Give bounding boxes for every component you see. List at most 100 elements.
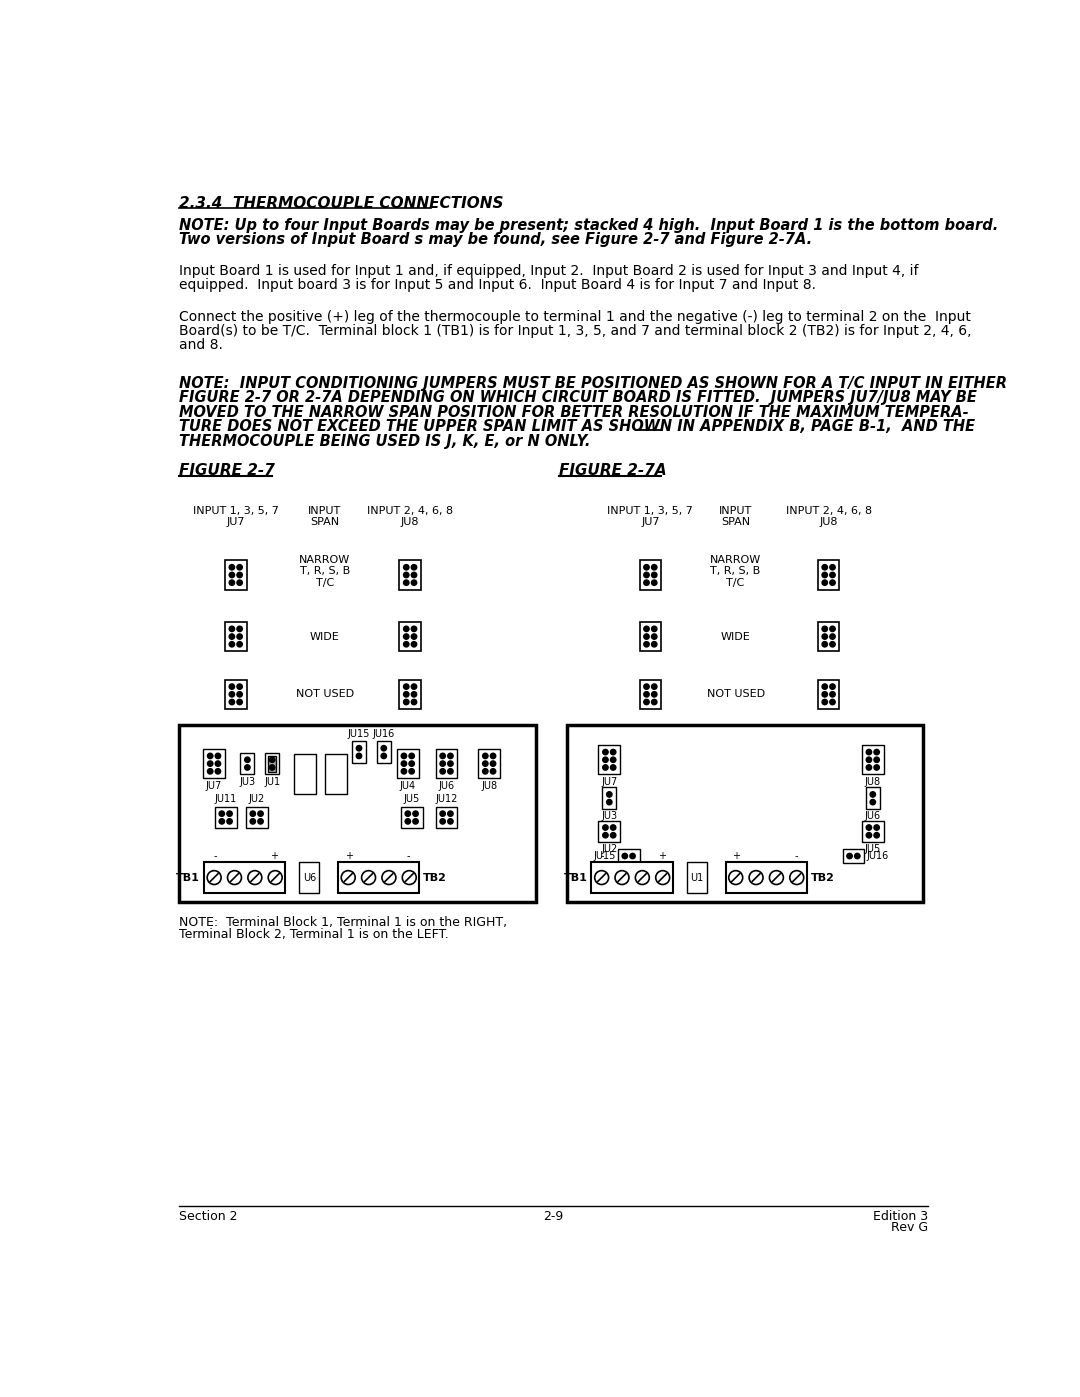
Text: U6: U6 [302,873,316,883]
Text: JU2: JU2 [602,844,618,855]
Text: JU16: JU16 [373,729,395,739]
Bar [866,788,880,809]
Circle shape [829,580,835,585]
Circle shape [229,573,234,578]
Text: WIDE: WIDE [310,631,340,641]
Bar [352,742,366,763]
Circle shape [854,854,860,859]
Circle shape [219,812,225,816]
Text: -: - [794,851,798,861]
Circle shape [644,641,649,647]
Circle shape [874,833,879,838]
Bar [726,862,807,893]
Text: MOVED TO THE NARROW SPAN POSITION FOR BETTER RESOLUTION IF THE MAXIMUM TEMPERA-: MOVED TO THE NARROW SPAN POSITION FOR BE… [179,405,969,420]
Text: FIGURE 2-7 OR 2-7A DEPENDING ON WHICH CIRCUIT BOARD IS FITTED.  JUMPERS JU7/JU8 : FIGURE 2-7 OR 2-7A DEPENDING ON WHICH CI… [179,390,977,405]
Circle shape [401,761,407,767]
Bar [618,849,639,863]
Circle shape [440,768,445,774]
Bar [592,862,673,893]
Circle shape [440,761,445,767]
Text: JU6: JU6 [438,781,455,791]
Text: INPUT 1, 3, 5, 7
JU7: INPUT 1, 3, 5, 7 JU7 [193,506,279,527]
Circle shape [405,819,410,824]
Bar [435,749,458,778]
Bar [639,622,661,651]
Circle shape [237,692,242,697]
Bar [215,806,237,828]
Bar [478,749,500,778]
Circle shape [822,580,827,585]
Circle shape [411,641,417,647]
Circle shape [483,768,488,774]
Circle shape [404,626,409,631]
Circle shape [829,634,835,640]
Circle shape [656,870,670,884]
Text: +: + [270,851,279,861]
Circle shape [829,626,835,631]
Circle shape [401,753,407,759]
Text: JU15: JU15 [593,851,616,861]
Circle shape [251,819,256,824]
Circle shape [404,573,409,578]
Circle shape [237,700,242,704]
Circle shape [258,819,264,824]
Circle shape [448,753,454,759]
Text: TB1: TB1 [564,873,588,883]
Circle shape [215,761,220,767]
Circle shape [822,685,827,689]
Circle shape [448,768,454,774]
Text: TURE DOES NOT EXCEED THE UPPER SPAN LIMIT AS SHOWN IN APPENDIX B, PAGE B-1,  AND: TURE DOES NOT EXCEED THE UPPER SPAN LIMI… [179,419,975,434]
Text: JU3: JU3 [602,812,618,821]
Circle shape [237,580,242,585]
Bar [299,862,320,893]
Circle shape [610,764,616,770]
Circle shape [651,626,657,631]
Circle shape [644,564,649,570]
Bar [567,725,923,902]
Text: Connect the positive (+) leg of the thermocouple to terminal 1 and the negative : Connect the positive (+) leg of the ther… [179,310,971,324]
Circle shape [822,641,827,647]
Bar [179,725,536,902]
Circle shape [440,753,445,759]
Text: NOTE:  INPUT CONDITIONING JUMPERS MUST BE POSITIONED AS SHOWN FOR A T/C INPUT IN: NOTE: INPUT CONDITIONING JUMPERS MUST BE… [179,376,1008,391]
Circle shape [490,768,496,774]
Circle shape [822,564,827,570]
Bar [397,749,419,778]
Circle shape [411,580,417,585]
Text: JU8: JU8 [865,777,881,787]
Circle shape [874,749,879,754]
Text: NARROW
T, R, S, B
T/C: NARROW T, R, S, B T/C [299,555,351,588]
Circle shape [822,634,827,640]
Circle shape [409,753,415,759]
Circle shape [404,580,409,585]
Circle shape [215,753,220,759]
Circle shape [644,700,649,704]
Text: TB2: TB2 [423,873,447,883]
Text: JU15: JU15 [348,729,370,739]
Bar [598,745,620,774]
Text: +: + [345,851,353,861]
Text: JU2: JU2 [248,795,265,805]
Circle shape [258,812,264,816]
Circle shape [644,626,649,631]
Circle shape [651,641,657,647]
Circle shape [644,692,649,697]
Bar [266,753,279,774]
Circle shape [644,634,649,640]
Circle shape [404,641,409,647]
Text: NOTE:  Terminal Block 1, Terminal 1 is on the RIGHT,: NOTE: Terminal Block 1, Terminal 1 is on… [179,916,508,929]
Text: WIDE: WIDE [720,631,751,641]
Circle shape [207,768,213,774]
Circle shape [237,634,242,640]
Circle shape [440,812,445,816]
Text: Two versions of Input Board s may be found, see Figure 2-7 and Figure 2-7A.: Two versions of Input Board s may be fou… [179,232,812,247]
Circle shape [448,819,454,824]
Circle shape [411,634,417,640]
Circle shape [207,753,213,759]
Text: NARROW
T, R, S, B
T/C: NARROW T, R, S, B T/C [710,555,761,588]
Circle shape [769,870,783,884]
Text: Edition 3: Edition 3 [873,1210,928,1224]
Circle shape [829,685,835,689]
Text: JU6: JU6 [865,812,881,821]
Circle shape [651,634,657,640]
